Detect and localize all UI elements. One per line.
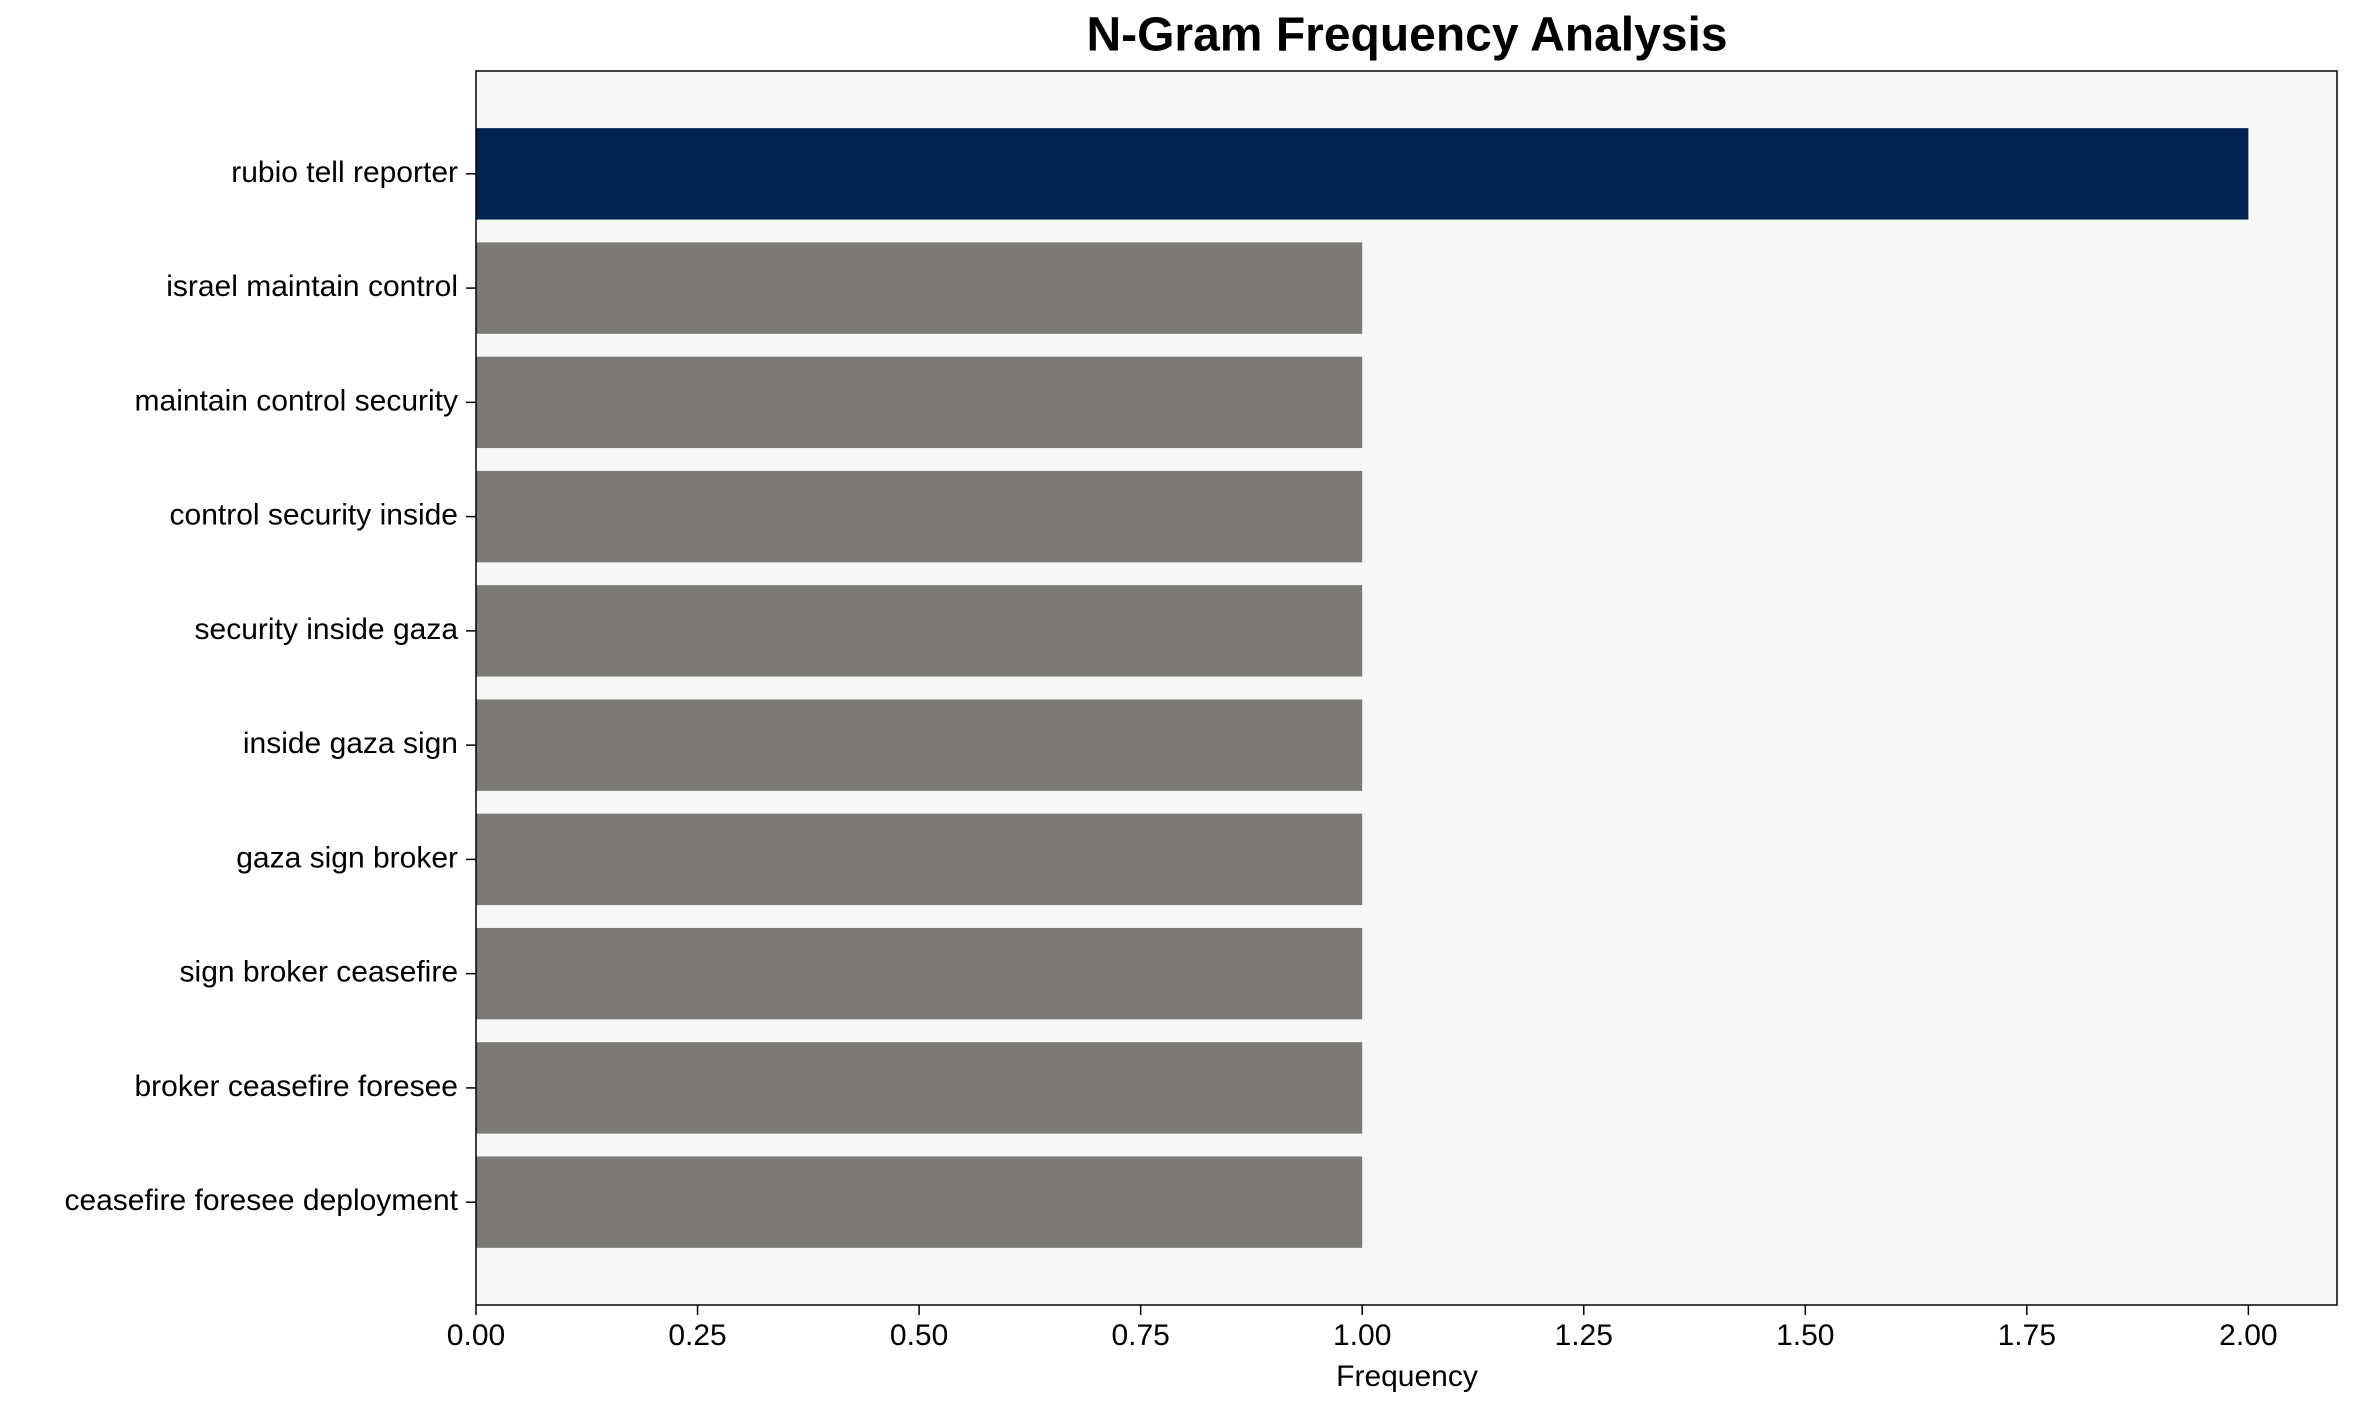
y-tick-label: security inside gaza — [195, 613, 459, 646]
plot-frame — [475, 70, 2338, 1306]
bar — [476, 356, 1363, 449]
bar — [476, 242, 1363, 334]
x-tick-label: 0.75 — [1111, 1319, 1169, 1352]
x-tick-label: 0.00 — [447, 1319, 505, 1352]
x-axis-label: Frequency — [1336, 1360, 1478, 1393]
x-tick-label: 0.50 — [890, 1319, 948, 1352]
x-tick-label: 1.50 — [1776, 1319, 1834, 1352]
y-tick-label: sign broker ceasefire — [180, 956, 458, 989]
bar — [476, 699, 1363, 791]
y-tick-label: inside gaza sign — [243, 727, 458, 760]
x-tick-label: 2.00 — [2219, 1319, 2277, 1352]
bar — [476, 470, 1363, 563]
y-tick-label: rubio tell reporter — [231, 156, 458, 189]
bar — [476, 1042, 1363, 1134]
y-tick-label: ceasefire foresee deployment — [64, 1184, 458, 1217]
y-tick-label: control security inside — [170, 499, 458, 532]
x-tick-label: 1.25 — [1555, 1319, 1613, 1352]
y-tick-label: maintain control security — [135, 384, 458, 417]
bar — [476, 813, 1363, 906]
y-tick-label: gaza sign broker — [236, 841, 458, 874]
y-tick-label: broker ceasefire foresee — [135, 1070, 459, 1103]
bar — [476, 585, 1363, 677]
x-tick-label: 1.75 — [1998, 1319, 2056, 1352]
chart-title: N-Gram Frequency Analysis — [1086, 9, 1727, 62]
x-tick-label: 1.00 — [1333, 1319, 1391, 1352]
bar — [476, 1156, 1363, 1248]
y-tick-label: israel maintain control — [166, 270, 458, 303]
x-tick-label: 0.25 — [668, 1319, 726, 1352]
bar — [476, 128, 2249, 220]
bar — [476, 927, 1363, 1020]
